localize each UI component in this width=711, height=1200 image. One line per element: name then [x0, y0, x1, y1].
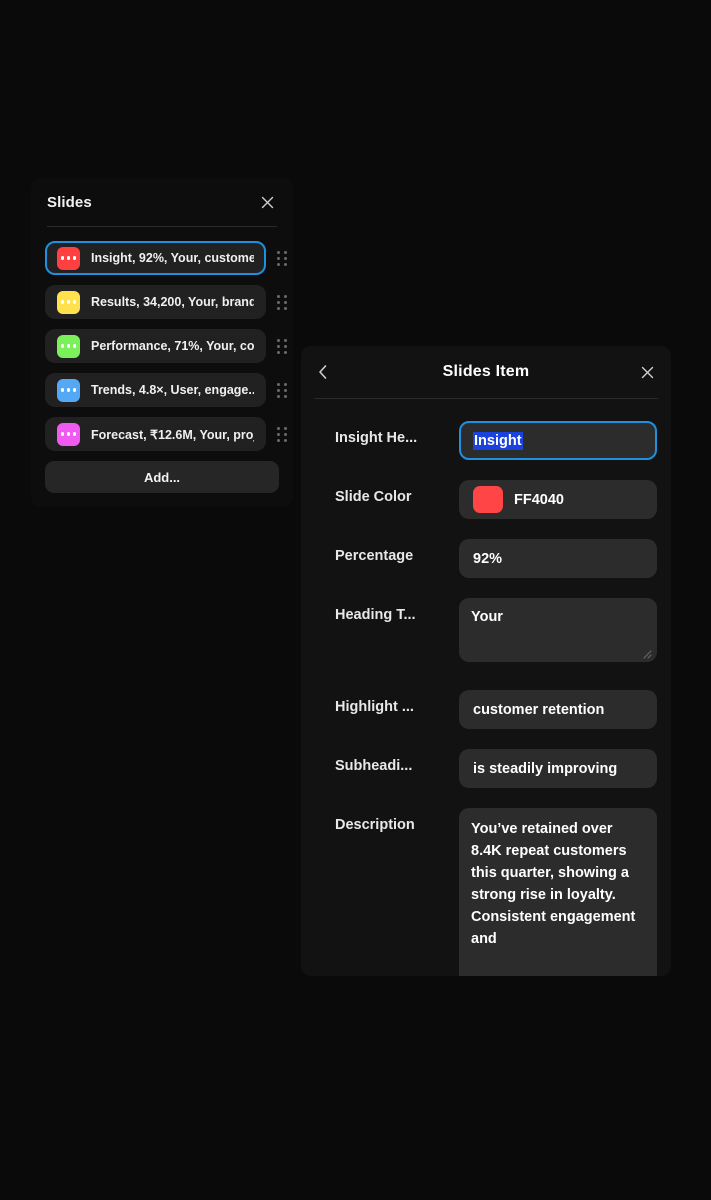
description-textarea[interactable]: You’ve retained over 8.4K repeat custome… — [459, 808, 657, 976]
heading-text-value: Your — [471, 609, 503, 625]
field-label: Insight He... — [335, 430, 418, 446]
slide-item-2[interactable]: Performance, 71%, Your, con... — [45, 329, 266, 363]
percentage-value: 92% — [473, 550, 503, 567]
field-heading-text: Heading T... Your — [335, 598, 657, 662]
field-insight-heading: Insight He... Insight — [335, 421, 657, 460]
field-description: Description You’ve retained over 8.4K re… — [335, 808, 657, 976]
slide-item-label: Trends, 4.8×, User, engage... — [91, 383, 254, 397]
highlight-input[interactable]: customer retention — [459, 690, 657, 729]
field-highlight: Highlight ... customer retention — [335, 690, 657, 729]
slides-panel: Slides Insight, 92%, Your, custome... Re… — [31, 178, 293, 507]
slides-panel-title: Slides — [47, 193, 92, 211]
list-item: Insight, 92%, Your, custome... — [31, 241, 293, 275]
page-title: Slides Item — [442, 363, 530, 380]
list-item: Results, 34,200, Your, brand... — [31, 285, 293, 319]
slides-item-panel: Slides Item Insight He... Insight Slide … — [301, 346, 671, 976]
ellipsis-icon — [57, 290, 80, 314]
drag-handle-icon[interactable] — [275, 249, 289, 267]
list-item: Trends, 4.8×, User, engage... — [31, 373, 293, 407]
list-item: Performance, 71%, Your, con... — [31, 329, 293, 363]
slide-item-3[interactable]: Trends, 4.8×, User, engage... — [45, 373, 266, 407]
subheading-input[interactable]: is steadily improving — [459, 749, 657, 788]
drag-handle-icon[interactable] — [275, 381, 289, 399]
drag-handle-icon[interactable] — [275, 337, 289, 355]
field-subheading: Subheadi... is steadily improving — [335, 749, 657, 788]
heading-text-textarea[interactable]: Your — [459, 598, 657, 662]
insight-heading-input[interactable]: Insight — [459, 421, 657, 460]
slides-item-header: Slides Item — [301, 346, 671, 398]
field-percentage: Percentage 92% — [335, 539, 657, 578]
slide-item-label: Forecast, ₹12.6M, Your, proj... — [91, 427, 254, 442]
ellipsis-icon — [57, 378, 80, 402]
chevron-left-icon[interactable] — [313, 362, 333, 382]
list-item: Forecast, ₹12.6M, Your, proj... — [31, 417, 293, 451]
slide-color-input[interactable]: FF4040 — [459, 480, 657, 519]
slide-item-label: Performance, 71%, Your, con... — [91, 339, 254, 353]
slide-item-label: Insight, 92%, Your, custome... — [91, 251, 254, 265]
close-icon[interactable] — [257, 192, 277, 212]
slides-item-divider — [314, 398, 658, 399]
slides-list: Insight, 92%, Your, custome... Results, … — [31, 227, 293, 451]
insight-heading-value: Insight — [473, 431, 523, 450]
ellipsis-icon — [57, 246, 80, 270]
slides-panel-divider — [47, 226, 277, 227]
drag-handle-icon[interactable] — [275, 293, 289, 311]
field-label: Subheadi... — [335, 758, 413, 774]
field-slide-color: Slide Color FF4040 — [335, 480, 657, 519]
slides-panel-header: Slides — [31, 178, 293, 222]
add-slide-button[interactable]: Add... — [45, 461, 279, 493]
field-label: Heading T... — [335, 607, 416, 623]
field-label: Slide Color — [335, 489, 412, 505]
slide-item-1[interactable]: Results, 34,200, Your, brand... — [45, 285, 266, 319]
resize-handle-icon[interactable] — [640, 646, 652, 659]
percentage-input[interactable]: 92% — [459, 539, 657, 578]
ellipsis-icon — [57, 422, 80, 446]
slide-item-0[interactable]: Insight, 92%, Your, custome... — [45, 241, 266, 275]
field-label: Description — [335, 817, 415, 833]
slides-item-form: Insight He... Insight Slide Color FF4040… — [301, 399, 671, 976]
slide-color-value: FF4040 — [514, 491, 564, 508]
field-label: Percentage — [335, 548, 414, 564]
description-value: You’ve retained over 8.4K repeat custome… — [471, 821, 636, 948]
close-icon[interactable] — [637, 362, 657, 382]
slide-item-4[interactable]: Forecast, ₹12.6M, Your, proj... — [45, 417, 266, 451]
color-swatch[interactable] — [473, 486, 503, 513]
field-label: Highlight ... — [335, 699, 414, 715]
slide-item-label: Results, 34,200, Your, brand... — [91, 295, 254, 309]
highlight-value: customer retention — [473, 701, 605, 718]
ellipsis-icon — [57, 334, 80, 358]
drag-handle-icon[interactable] — [275, 425, 289, 443]
subheading-value: is steadily improving — [473, 760, 618, 777]
